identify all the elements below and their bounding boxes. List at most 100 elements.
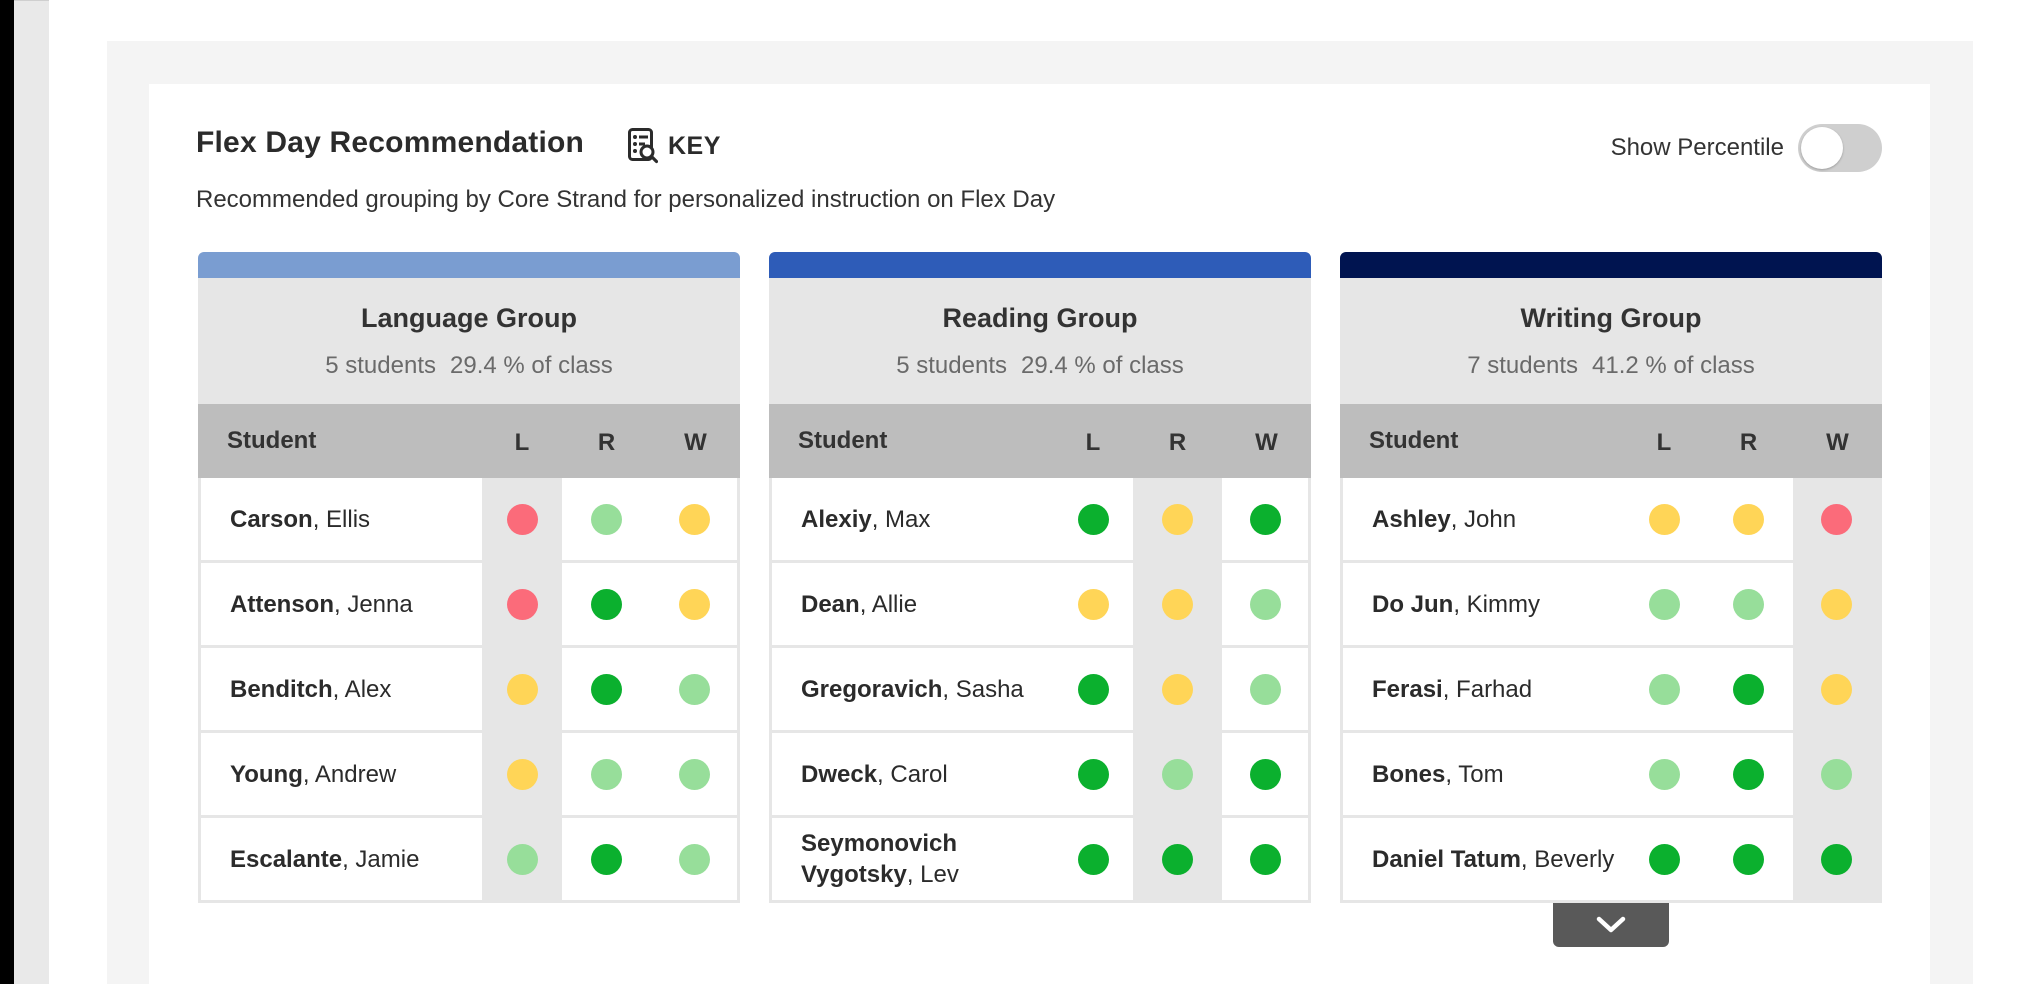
score-dot-dark-green	[1077, 673, 1109, 705]
student-name[interactable]: Bones, Tom	[1340, 733, 1624, 818]
student-first-name: , Farhad	[1442, 675, 1533, 703]
column-header-r[interactable]: R	[1704, 404, 1793, 478]
score-cell-r	[562, 478, 651, 563]
table-row[interactable]: Dean, Allie	[769, 563, 1311, 648]
student-name[interactable]: Dweck, Carol	[769, 733, 1053, 818]
table-row[interactable]: Ashley, John	[1340, 478, 1882, 563]
student-name[interactable]: Gregoravich, Sasha	[769, 648, 1053, 733]
score-cell-w	[651, 563, 740, 648]
group-name: Reading Group	[942, 303, 1138, 333]
student-name[interactable]: Benditch, Alex	[198, 648, 482, 733]
table-row[interactable]: Do Jun, Kimmy	[1340, 563, 1882, 648]
score-cell-l	[482, 733, 562, 818]
column-header-w[interactable]: W	[651, 404, 740, 478]
score-dot-yellow	[678, 503, 710, 535]
score-dot-light-green	[1648, 673, 1680, 705]
score-dot-dark-green	[1162, 843, 1193, 875]
score-cell-l	[1624, 648, 1704, 733]
student-name[interactable]: Escalante, Jamie	[198, 818, 482, 903]
score-cell-w	[651, 733, 740, 818]
student-first-name: , Ellis	[312, 505, 371, 533]
score-dot-yellow	[1162, 503, 1193, 535]
score-cell-l	[482, 818, 562, 903]
student-name[interactable]: Dean, Allie	[769, 563, 1053, 648]
show-percentile-label: Show Percentile	[1610, 134, 1784, 161]
column-header-r[interactable]: R	[562, 404, 651, 478]
student-name[interactable]: Ferasi, Farhad	[1340, 648, 1624, 733]
score-cell-r	[562, 818, 651, 903]
table-row[interactable]: Escalante, Jamie	[198, 818, 740, 903]
group-student-count: 7 students	[1467, 352, 1578, 379]
score-cell-l	[1053, 478, 1133, 563]
score-dot-light-green	[678, 758, 710, 790]
student-first-name: , Kimmy	[1453, 590, 1540, 618]
group-student-count: 5 students	[896, 352, 1007, 379]
score-dot-dark-green	[1249, 758, 1281, 790]
column-header-w[interactable]: W	[1222, 404, 1311, 478]
score-dot-dark-green	[1648, 843, 1680, 875]
student-last-name: Ferasi	[1372, 675, 1443, 703]
table-row[interactable]: Carson, Ellis	[198, 478, 740, 563]
student-table: Student L R W Carson, Ellis Attenson, Jenna Be…	[198, 404, 740, 903]
score-dot-dark-green	[1077, 843, 1109, 875]
table-row[interactable]: Benditch, Alex	[198, 648, 740, 733]
student-name[interactable]: Do Jun, Kimmy	[1340, 563, 1624, 648]
student-first-name: , Max	[871, 505, 931, 533]
chevron-down-icon	[1596, 916, 1626, 933]
score-dot-yellow	[1820, 588, 1852, 620]
student-name[interactable]: Attenson, Jenna	[198, 563, 482, 648]
column-header-l[interactable]: L	[482, 404, 562, 478]
score-dot-light-green	[1249, 588, 1281, 620]
table-row[interactable]: Ferasi, Farhad	[1340, 648, 1882, 733]
table-row[interactable]: Gregoravich, Sasha	[769, 648, 1311, 733]
key-button[interactable]: KEY	[628, 128, 721, 164]
score-cell-w	[1222, 478, 1311, 563]
score-dot-red	[1820, 503, 1852, 535]
column-header-w[interactable]: W	[1793, 404, 1882, 478]
table-row[interactable]: Dweck, Carol	[769, 733, 1311, 818]
score-cell-w	[1222, 733, 1311, 818]
score-cell-r	[1133, 648, 1222, 733]
column-header-student[interactable]: Student	[1340, 404, 1624, 478]
score-dot-yellow	[1077, 588, 1109, 620]
score-dot-light-green	[1249, 673, 1281, 705]
score-dot-light-green	[678, 843, 710, 875]
key-legend-icon	[628, 128, 658, 164]
student-first-name: , Carol	[877, 760, 948, 788]
table-row[interactable]: Daniel Tatum, Beverly	[1340, 818, 1882, 903]
student-name[interactable]: Seymonovich Vygotsky, Lev	[769, 818, 1053, 903]
student-name[interactable]: Daniel Tatum, Beverly	[1340, 818, 1624, 903]
student-last-name: Ashley	[1372, 505, 1451, 533]
score-dot-red	[506, 588, 538, 620]
table-row[interactable]: Alexiy, Max	[769, 478, 1311, 563]
table-row[interactable]: Young, Andrew	[198, 733, 740, 818]
student-name[interactable]: Alexiy, Max	[769, 478, 1053, 563]
score-cell-l	[1624, 563, 1704, 648]
table-row[interactable]: Seymonovich Vygotsky, Lev	[769, 818, 1311, 903]
column-header-r[interactable]: R	[1133, 404, 1222, 478]
show-percentile-toggle[interactable]	[1798, 124, 1882, 172]
page-title: Flex Day Recommendation	[196, 126, 585, 159]
writing-group: Writing Group 7 students 41.2 % of class St…	[1340, 252, 1882, 903]
student-first-name: , Tom	[1445, 760, 1504, 788]
score-dot-yellow	[678, 588, 710, 620]
student-name[interactable]: Ashley, John	[1340, 478, 1624, 563]
left-edge	[0, 0, 14, 984]
score-cell-w	[1793, 733, 1882, 818]
score-cell-w	[1222, 563, 1311, 648]
score-dot-light-green	[1648, 758, 1680, 790]
table-row[interactable]: Attenson, Jenna	[198, 563, 740, 648]
column-header-l[interactable]: L	[1053, 404, 1133, 478]
table-row[interactable]: Bones, Tom	[1340, 733, 1882, 818]
expand-more-button[interactable]	[1553, 903, 1669, 947]
score-cell-r	[562, 563, 651, 648]
column-header-student[interactable]: Student	[769, 404, 1053, 478]
student-name[interactable]: Carson, Ellis	[198, 478, 482, 563]
score-dot-dark-green	[591, 673, 622, 705]
student-name[interactable]: Young, Andrew	[198, 733, 482, 818]
column-header-student[interactable]: Student	[198, 404, 482, 478]
column-header-l[interactable]: L	[1624, 404, 1704, 478]
score-cell-l	[1053, 563, 1133, 648]
score-dot-yellow	[506, 758, 538, 790]
score-cell-l	[1053, 818, 1133, 903]
